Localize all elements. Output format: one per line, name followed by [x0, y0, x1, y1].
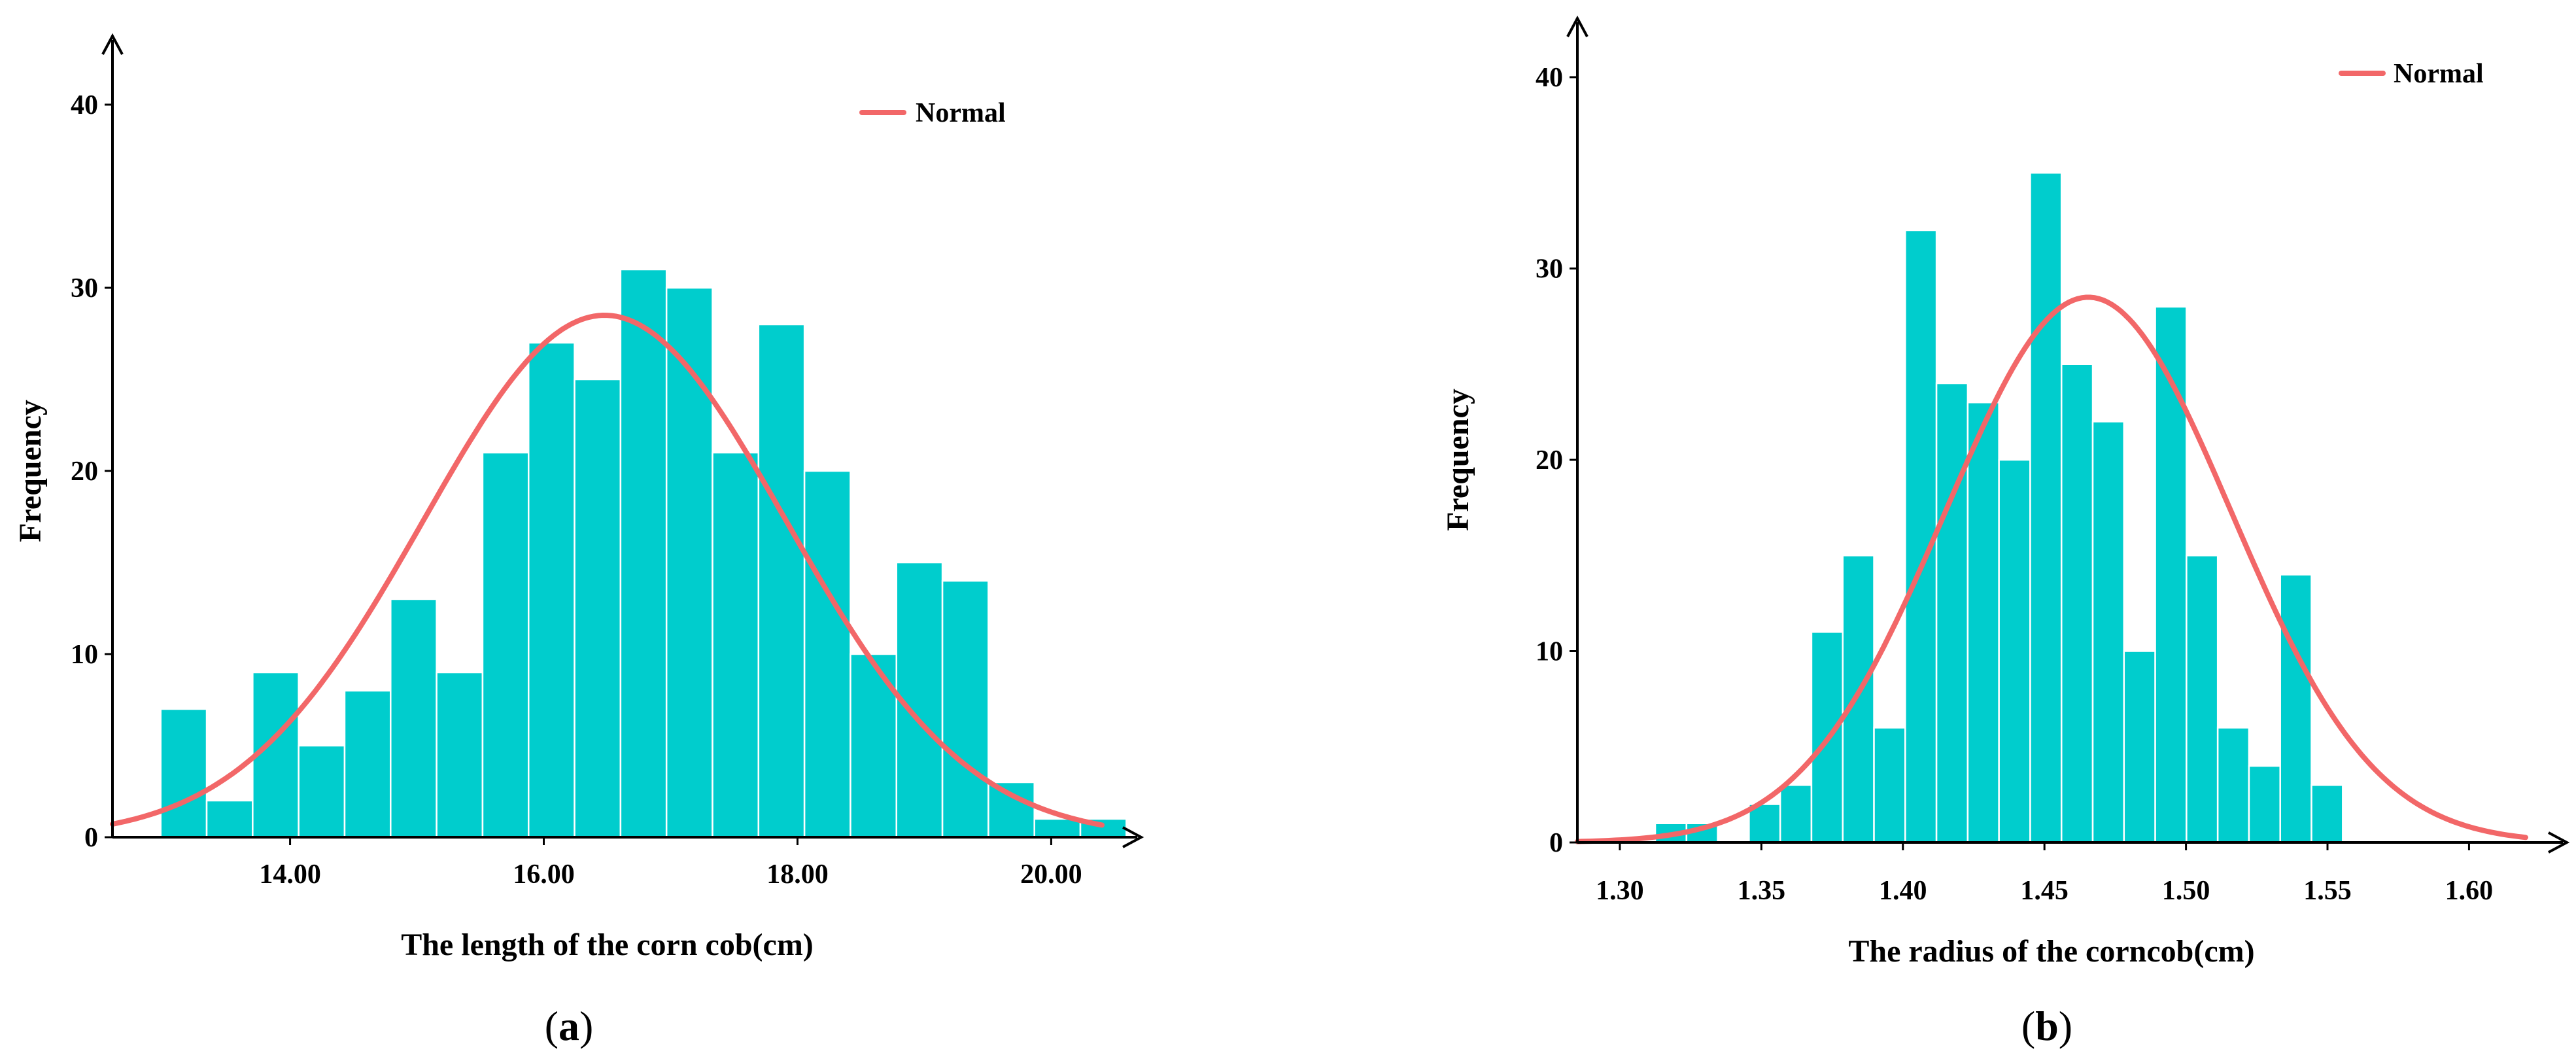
histogram-bar [619, 268, 668, 839]
y-tick-label: 20 [1536, 445, 1563, 476]
y-tick-label: 40 [71, 90, 98, 120]
histogram-bar [574, 378, 622, 839]
histogram-bar [527, 341, 575, 839]
y-tick-label: 0 [1549, 828, 1563, 858]
histogram-bar [1935, 382, 1969, 844]
histogram-bar [2154, 305, 2188, 844]
x-tick-label: 1.50 [2162, 876, 2210, 906]
x-tick-label: 18.00 [766, 859, 829, 890]
y-tick-label: 40 [1536, 63, 1563, 93]
x-axis-arrowhead [1122, 826, 1144, 848]
histogram-bar [2310, 784, 2344, 844]
x-tick-label: 20.00 [1020, 859, 1082, 890]
panel-label: (a) [545, 1003, 594, 1049]
y-tick-label: 10 [1536, 637, 1563, 667]
x-tick-label: 14.00 [259, 859, 321, 890]
histogram-bars [1654, 172, 2344, 844]
histogram-bar [1873, 727, 1906, 844]
panel-label-open-paren: ( [2021, 1003, 2035, 1049]
x-tick-label: 1.30 [1596, 876, 1644, 906]
histogram-bar [1966, 402, 2000, 844]
x-tick-label: 1.45 [2020, 876, 2069, 906]
legend-label: Normal [2394, 59, 2484, 89]
histogram-bar [2091, 421, 2125, 844]
panel-label-close-paren: ) [2059, 1003, 2072, 1049]
x-tick-label: 1.35 [1738, 876, 1786, 906]
histogram-bar [390, 598, 438, 839]
x-axis-title: The radius of the corncob(cm) [1848, 934, 2254, 969]
histogram-bar [481, 451, 530, 839]
y-axis-arrowhead [101, 33, 124, 55]
legend: Normal [859, 98, 1006, 128]
histogram-bar [941, 580, 989, 839]
panel-label-open-paren: ( [545, 1003, 558, 1049]
y-tick-label: 30 [71, 273, 98, 303]
y-axis-title: Frequency [13, 400, 48, 542]
y-tick-label: 20 [71, 457, 98, 487]
panel-label-close-paren: ) [579, 1003, 593, 1049]
y-axis-arrowhead [1566, 15, 1589, 37]
histogram-bar [665, 286, 713, 839]
histogram-bar [2060, 363, 2094, 844]
panel-label: (b) [2021, 1003, 2072, 1049]
histogram-bar [2279, 574, 2312, 844]
histogram-bar [2248, 765, 2281, 844]
x-axis-arrowhead [2548, 831, 2570, 854]
histogram-bar [2186, 555, 2219, 844]
y-tick-label: 10 [71, 640, 98, 670]
histogram-bar [712, 451, 760, 839]
normal-curve-line [110, 312, 1105, 828]
histogram-bar [252, 671, 300, 839]
y-tick-label: 30 [1536, 254, 1563, 285]
legend-label: Normal [916, 98, 1006, 128]
chart-panel-a: 14.00 16.00 18.00 20.00 0 10 20 30 40 The length … [13, 33, 1144, 1049]
histogram-bar [343, 689, 392, 839]
histogram-bar [1998, 459, 2031, 844]
x-tick-label: 1.55 [2303, 876, 2352, 906]
chart-panel-b: 1.30 1.35 1.40 1.45 1.50 1.55 1.60 0 10 20 30 40 The… [1441, 15, 2570, 1049]
histogram-bar [160, 708, 208, 839]
panel-label-letter: a [558, 1003, 579, 1049]
panel-label-letter: b [2035, 1003, 2059, 1049]
x-axis-title: The length of the corn cob(cm) [401, 927, 814, 962]
histogram-bars [160, 268, 1127, 839]
y-tick-label: 0 [84, 823, 98, 853]
legend: Normal [2339, 59, 2484, 89]
histogram-bar [1842, 555, 1875, 844]
x-tick-label: 1.40 [1879, 876, 1927, 906]
histogram-bar [1904, 229, 1938, 844]
histogram-bar [2123, 650, 2156, 844]
y-axis-title: Frequency [1441, 389, 1475, 531]
x-tick-label: 1.60 [2445, 876, 2494, 906]
histogram-bar [1779, 784, 1813, 844]
histogram-bar [1033, 818, 1082, 839]
histogram-bar [803, 470, 851, 839]
x-tick-label: 16.00 [513, 859, 575, 890]
histogram-bar [2216, 727, 2250, 844]
normal-curve-line [1575, 294, 2528, 844]
histogram-bar [757, 323, 806, 839]
histogram-bar [436, 671, 484, 839]
histogram-bar [205, 799, 254, 839]
histogram-bar [987, 781, 1035, 839]
histogram-bar [2029, 172, 2063, 844]
histogram-bar [298, 744, 346, 839]
